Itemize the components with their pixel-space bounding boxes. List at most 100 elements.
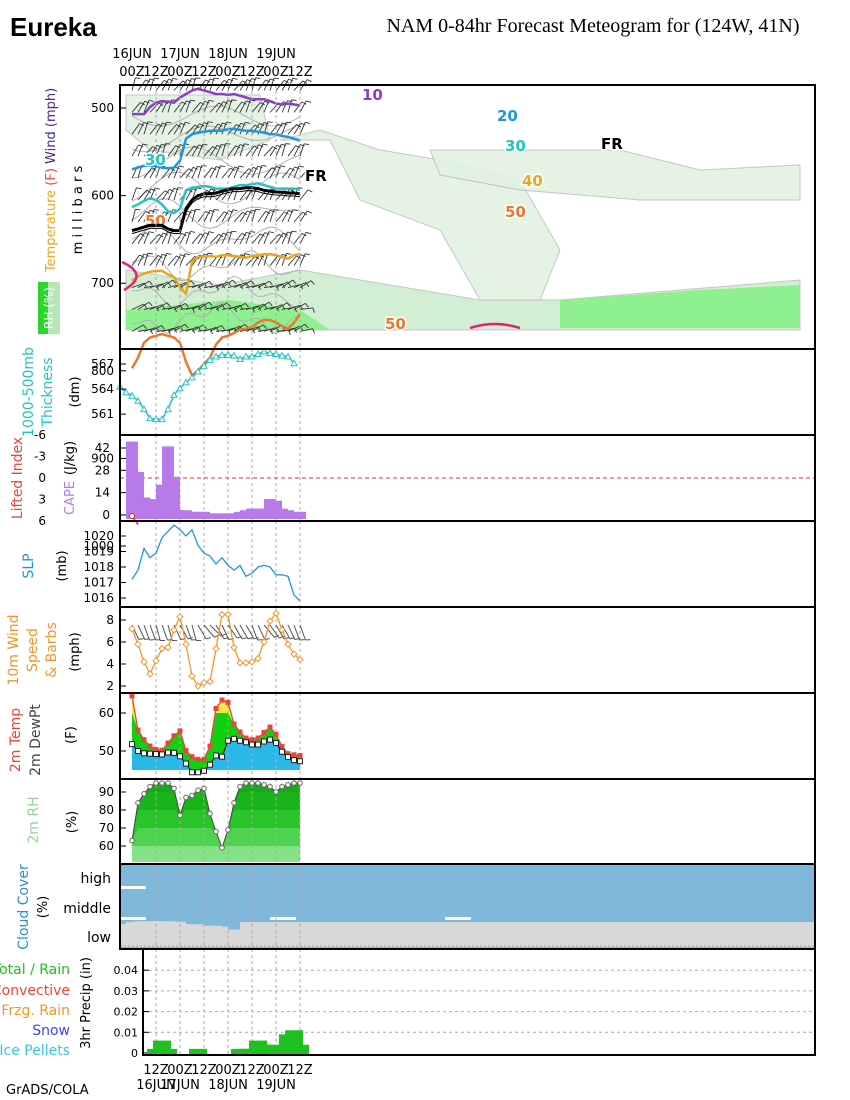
- wind-barb: [191, 166, 198, 179]
- thickness-panel: 561 564 567: [91, 347, 816, 436]
- wind-barb-flag: [205, 79, 211, 83]
- wind-barb-flag: [306, 210, 312, 214]
- panel-frame: [142, 948, 816, 1056]
- wind-barb: [203, 326, 217, 332]
- time-hour-bottom: 12Z: [143, 1063, 169, 1078]
- wind-barb: [275, 624, 285, 640]
- wind-barb-flag: [253, 166, 259, 170]
- wind-barb: [155, 211, 165, 223]
- wind-barb: [233, 211, 244, 223]
- wind10-label: 10m Wind: [6, 614, 22, 685]
- wind-barb: [215, 232, 224, 245]
- thickness-point: [146, 414, 154, 422]
- wind-barb: [137, 232, 146, 245]
- temp-point: [255, 735, 261, 741]
- rh-point: [207, 810, 213, 817]
- wind-barb-flag: [180, 254, 186, 257]
- wind-barb-flag: [172, 279, 177, 284]
- wind-barb: [287, 209, 294, 223]
- wind-speed-point: [194, 682, 202, 690]
- cloud-middle-label: middle: [63, 901, 111, 917]
- wind-barb-flag: [157, 255, 163, 259]
- wind-barb: [245, 624, 255, 640]
- wind-speed-point: [224, 610, 232, 619]
- wind-barb-flag: [277, 123, 283, 127]
- wind-barb-flag: [142, 324, 147, 330]
- dewpoint-point: [153, 751, 159, 758]
- dewpoint-point: [273, 740, 279, 747]
- wind-barb: [293, 233, 303, 245]
- wind-barb: [161, 167, 171, 179]
- cape-tick-label: 0: [102, 508, 110, 522]
- y-tick-label: 1017: [83, 576, 114, 590]
- thickness-point: [128, 391, 136, 399]
- wind-barb-flag: [204, 100, 210, 104]
- wind-barb-flag: [230, 167, 235, 172]
- wind-barb-flag: [264, 638, 270, 640]
- wind-barb-flag: [208, 99, 214, 102]
- temp-point: [297, 753, 303, 759]
- dewpoint-point: [285, 754, 291, 761]
- wind-barb-flag: [150, 188, 156, 192]
- wind-barb: [155, 122, 163, 135]
- temp-point: [183, 748, 189, 754]
- wind-barb: [155, 144, 162, 157]
- rh-point: [291, 780, 297, 786]
- wind-barb-flag: [282, 253, 288, 257]
- wind-barb-flag: [288, 210, 294, 213]
- wind-barb: [155, 232, 164, 245]
- wind-barb: [191, 303, 204, 310]
- wind-barb-flag: [207, 121, 213, 123]
- y-tick-label: 4: [106, 657, 114, 671]
- wind-barb: [191, 144, 199, 157]
- wind-barb-flag: [286, 302, 291, 307]
- wind-barb-flag: [203, 303, 208, 309]
- wind-barb: [275, 122, 283, 135]
- wind-barb: [191, 123, 200, 135]
- rh-point: [159, 780, 165, 786]
- wind-barb-flag: [142, 143, 148, 146]
- dewpoint-point: [159, 751, 165, 758]
- wind-barb-flag: [157, 123, 163, 127]
- wind-barb-flag: [299, 144, 305, 147]
- wind-barb-flag: [291, 99, 297, 101]
- wind-barb: [173, 302, 186, 310]
- li-tick-label: -3: [34, 450, 46, 464]
- y-tick-label: 2: [106, 679, 114, 693]
- wind-barb-flag: [245, 303, 249, 308]
- wind-barb: [137, 211, 147, 223]
- precip-bar: [291, 1044, 309, 1054]
- dewpoint-point: [291, 757, 297, 764]
- dewpoint-point: [135, 748, 141, 754]
- wind-barb: [155, 302, 168, 310]
- wind-barb: [299, 189, 309, 201]
- thickness-point: [212, 352, 220, 360]
- temp-point: [195, 756, 201, 762]
- wind-barb-flag: [234, 166, 240, 170]
- station-name: Eureka: [10, 12, 97, 42]
- rh-point: [153, 780, 159, 786]
- dewpoint-point: [279, 748, 285, 755]
- wind-barb: [257, 165, 263, 179]
- wind-speed-point: [158, 644, 166, 653]
- wind-barb: [263, 231, 270, 244]
- rh-shading: [429, 149, 801, 201]
- wind-barb: [203, 146, 214, 157]
- wind-barb-flag: [180, 122, 186, 126]
- wind-barb-flag: [267, 121, 273, 123]
- wind-barb: [251, 187, 257, 201]
- temp-point: [249, 737, 255, 743]
- wind-barb-flag: [216, 144, 222, 148]
- thickness-point: [176, 384, 184, 392]
- wind-barb: [269, 255, 279, 266]
- wind-barb-flag: [292, 209, 298, 212]
- wind-barb-flag: [262, 324, 267, 330]
- wind-barb-flag: [301, 232, 307, 237]
- time-date-bottom: 17JUN: [160, 1078, 200, 1093]
- cloud-gap: [445, 917, 471, 920]
- wind-barb: [161, 143, 166, 157]
- wind-barb-flag: [253, 145, 259, 149]
- wind-speed-point: [218, 610, 226, 619]
- wind-barb-flag: [228, 210, 234, 213]
- temp-contour-40: [131, 253, 301, 297]
